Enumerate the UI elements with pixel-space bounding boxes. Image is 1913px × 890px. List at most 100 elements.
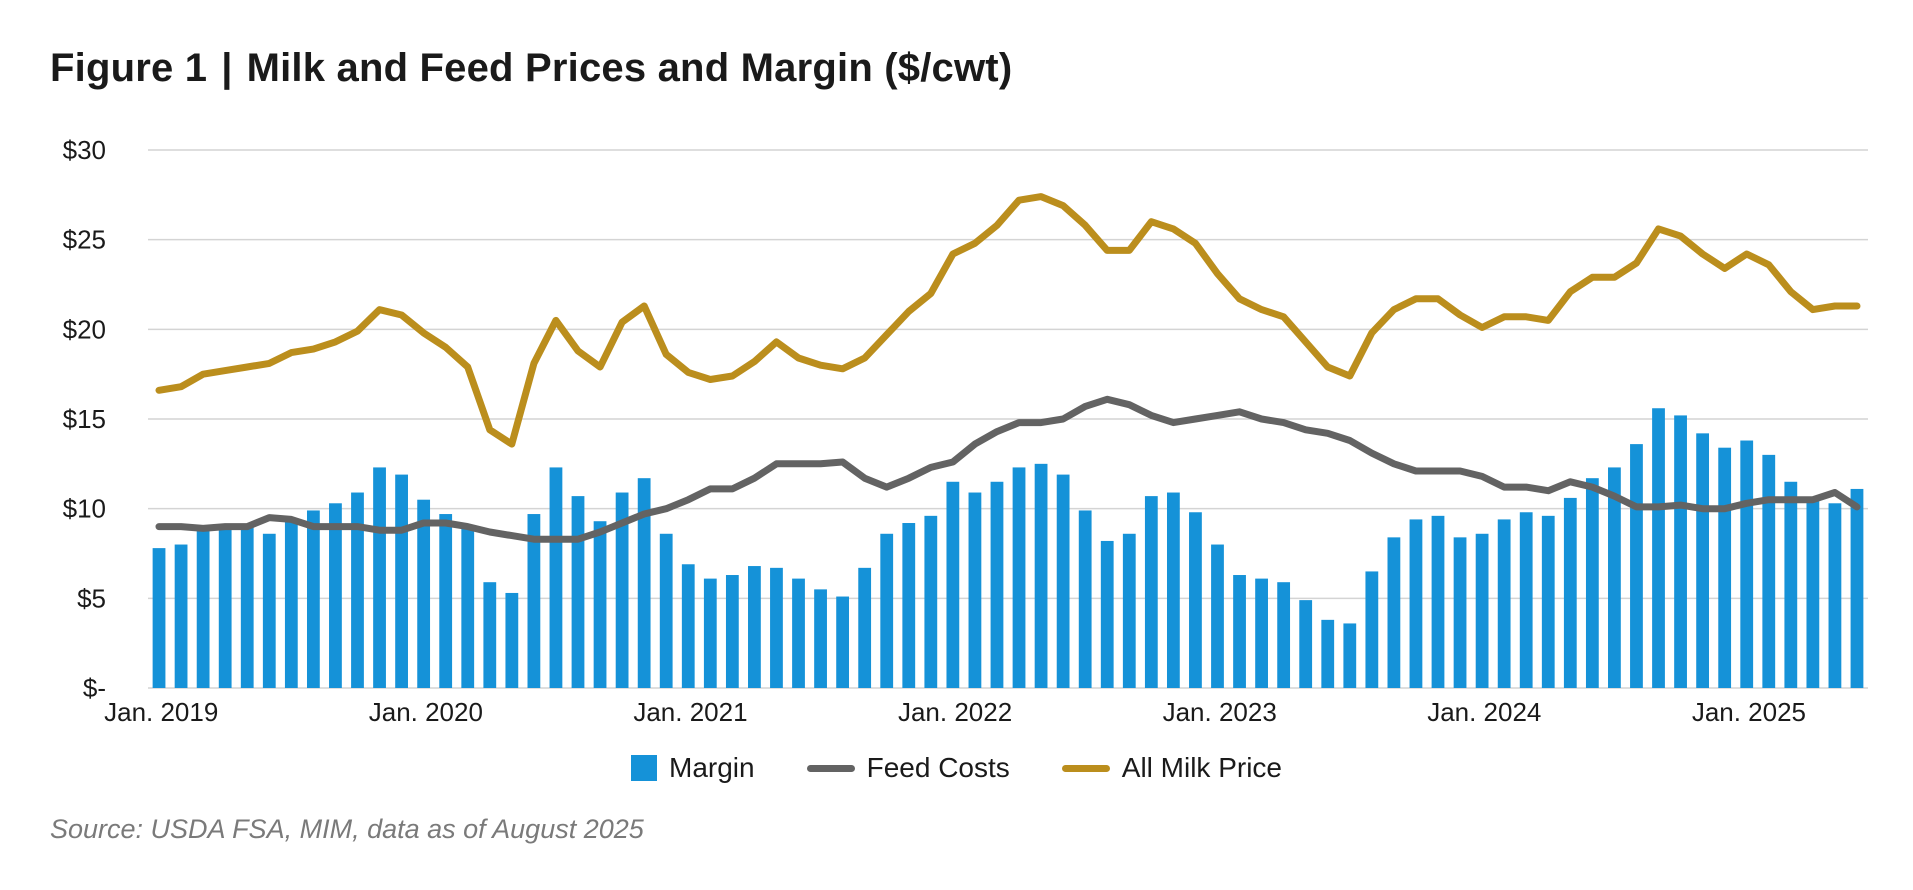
margin-bar (593, 521, 607, 688)
margin-bar (1519, 512, 1533, 688)
margin-bar (1652, 408, 1665, 688)
margin-bar (395, 474, 408, 688)
x-tick-label: Jan. 2022 (898, 697, 1012, 727)
margin-bar (1409, 519, 1423, 688)
margin-bar (1387, 537, 1401, 688)
margin-bar (1762, 454, 1776, 688)
margin-bar (1475, 533, 1489, 688)
gridlines (148, 149, 1868, 689)
margin-bar (1365, 571, 1379, 688)
margin-bar (858, 567, 872, 688)
legend-label-feed-costs: Feed Costs (866, 752, 1010, 783)
margin-bar (703, 578, 717, 688)
margin-bar (1299, 600, 1313, 688)
margin-bar (681, 564, 695, 688)
title-separator: | (221, 46, 233, 90)
legend-item-all-milk-price[interactable]: All Milk Price (1061, 752, 1282, 784)
margin-swatch (631, 755, 657, 781)
margin-bar (262, 533, 276, 688)
margin-bar (1277, 582, 1291, 688)
margin-bar (1012, 467, 1026, 688)
margin-bar (836, 596, 850, 688)
x-tick-label: Jan. 2024 (1427, 697, 1541, 727)
margin-bar (461, 528, 475, 688)
margin-bar (814, 589, 827, 688)
margin-bar (1630, 444, 1643, 688)
margin-bar (1453, 537, 1467, 688)
margin-bar (218, 528, 232, 688)
margin-bar (725, 575, 739, 688)
margin-bar (968, 492, 982, 688)
margin-bar (792, 578, 805, 688)
feed-costs-swatch (806, 764, 855, 772)
margin-bar (748, 566, 761, 688)
margin-bar (1563, 497, 1577, 688)
margin-bar (1189, 512, 1202, 688)
margin-bar (152, 548, 166, 688)
margin-bar (1674, 415, 1687, 688)
y-tick-label: $30 (63, 135, 106, 165)
margin-bar (527, 514, 541, 688)
x-tick-label: Jan. 2021 (633, 697, 747, 727)
margin-bar (284, 521, 298, 688)
margin-bar (902, 523, 916, 688)
margin-bar (439, 514, 453, 688)
margin-bar (770, 567, 783, 688)
margin-bar (483, 582, 497, 688)
margin-bar (1255, 578, 1268, 688)
margin-bar (1828, 503, 1842, 688)
margin-bar (1850, 488, 1864, 688)
margin-bar (1740, 440, 1754, 688)
feed-costs-line (155, 395, 1861, 543)
legend-item-margin[interactable]: Margin (631, 752, 755, 784)
margin-bar (1233, 575, 1246, 688)
margin-bar (1078, 510, 1092, 688)
margin-bar (1784, 481, 1798, 688)
figure-label: Figure 1 (50, 46, 208, 90)
margin-bar (306, 510, 320, 688)
margin-bar (351, 492, 364, 688)
legend: Margin Feed Costs All Milk Price (0, 752, 1913, 784)
x-tick-label: Jan. 2025 (1692, 697, 1806, 727)
margin-bar (659, 533, 673, 688)
x-tick-label: Jan. 2019 (104, 697, 218, 727)
margin-bar (1166, 492, 1180, 688)
margin-bar (1718, 447, 1732, 688)
margin-bar (880, 533, 894, 688)
margin-bar (417, 499, 431, 688)
margin-bar (1608, 467, 1621, 688)
margin-bar (1100, 540, 1114, 688)
margin-bar (571, 496, 585, 688)
margin-bar (505, 592, 519, 688)
y-tick-label: $25 (63, 225, 106, 255)
price-lines (155, 193, 1861, 543)
legend-item-feed-costs[interactable]: Feed Costs (806, 752, 1010, 784)
margin-bar (1696, 433, 1710, 688)
x-axis-ticks: Jan. 2019 Jan. 2020 Jan. 2021 Jan. 2022 Jan.… (104, 697, 1806, 727)
margin-bar (1541, 515, 1555, 688)
y-tick-label: $- (83, 673, 106, 703)
margin-bar (1431, 515, 1445, 688)
margin-bar (1034, 463, 1048, 688)
margin-bar (1321, 619, 1335, 688)
x-tick-label: Jan. 2020 (369, 697, 483, 727)
legend-label-all-milk-price: All Milk Price (1121, 752, 1282, 783)
x-tick-label: Jan. 2023 (1163, 697, 1277, 727)
title-text: Milk and Feed Prices and Margin ($/cwt) (246, 46, 1013, 90)
margin-bar (196, 530, 210, 688)
y-tick-label: $15 (63, 404, 106, 434)
margin-bar (990, 481, 1004, 688)
margin-bar (924, 515, 938, 688)
margin-bar (373, 467, 386, 688)
margin-bar (174, 544, 188, 688)
y-tick-label: $20 (63, 314, 106, 344)
margin-bar (1122, 533, 1136, 688)
margin-bars (152, 408, 1864, 688)
chart-plot: $-$5$10$15$20$25$30 Jan. 2019 Jan. 2020 Ja… (63, 135, 1868, 727)
all-milk-price-swatch (1061, 764, 1110, 772)
margin-bar (549, 467, 563, 688)
margin-bar (1585, 478, 1599, 688)
chart-title: Figure 1 | Milk and Feed Prices and Margin… (50, 46, 1012, 91)
y-tick-label: $10 (63, 494, 106, 524)
margin-bar (615, 492, 629, 688)
